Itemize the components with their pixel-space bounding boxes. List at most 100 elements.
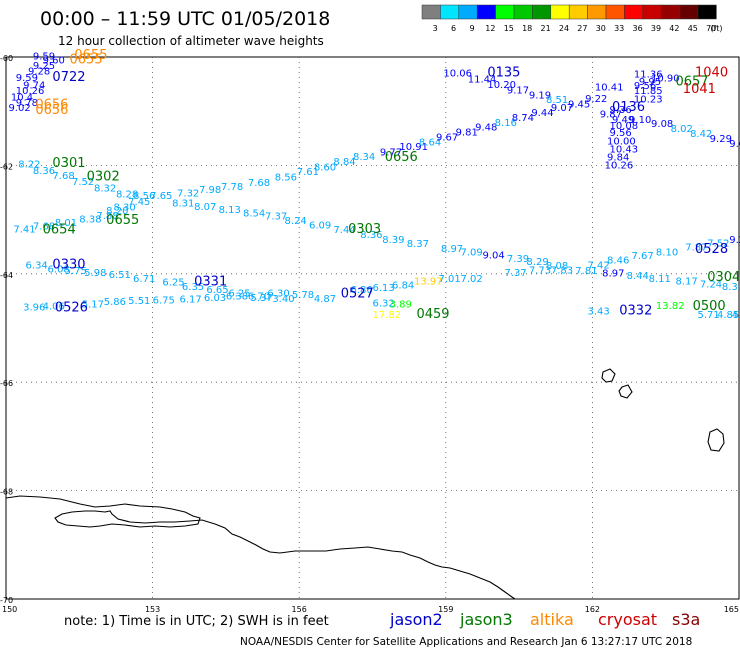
- wave-height-value: 6.30: [267, 289, 289, 300]
- lat-label: -66: [0, 379, 13, 388]
- wave-height-value: 8.44: [627, 271, 649, 282]
- legend-label: 33: [614, 24, 624, 33]
- wave-height-value: 10.26: [605, 161, 634, 172]
- pass-time-label: 0301: [52, 156, 85, 171]
- pass-time-label: 0528: [695, 242, 728, 257]
- wave-height-value: 6.84: [392, 280, 414, 291]
- wave-height-value: 9.22: [585, 94, 607, 105]
- wave-height-value: 4.06: [43, 302, 65, 313]
- pass-time-label: 0526: [55, 301, 88, 316]
- legend-label: 30: [596, 24, 606, 33]
- legend-swatch: [550, 4, 570, 20]
- wave-height-value: 8.30: [114, 202, 136, 213]
- wave-height-value: 7.37: [504, 268, 526, 279]
- wave-height-value: 9.28: [28, 66, 50, 77]
- wave-height-value: 10.26: [16, 86, 45, 97]
- wave-height-value: 10.41: [595, 83, 624, 94]
- legend-swatch: [458, 4, 478, 20]
- wave-height-value: 5.75: [65, 266, 87, 277]
- wave-height-value: 13.82: [656, 301, 685, 312]
- wave-height-value: 9.08: [651, 119, 673, 130]
- pass-time-label: 0655: [70, 53, 103, 68]
- wave-height-value: 4.85: [717, 310, 739, 321]
- wave-height-value: 7.61: [297, 167, 319, 178]
- wave-height-value: 5.17: [82, 299, 104, 310]
- lon-label: 159: [438, 605, 453, 614]
- wave-height-value: 8.28: [116, 189, 138, 200]
- legend-label: 12: [485, 24, 495, 33]
- wave-height-value: 7.02: [460, 274, 482, 285]
- antarctic-coastline: [5, 495, 516, 600]
- wave-height-value: 11.36: [634, 70, 663, 81]
- wave-height-value: 9.26: [729, 235, 740, 246]
- wave-height-value: 3.43: [588, 306, 610, 317]
- wave-height-value: 6.70: [248, 291, 270, 302]
- pass-time-label: 1040: [695, 66, 728, 81]
- credit-line: NOAA/NESDIS Center for Satellite Applica…: [240, 636, 692, 648]
- wave-height-value: 9.67: [436, 132, 458, 143]
- wave-height-value: 5.37: [250, 293, 272, 304]
- pass-time-label: 0500: [693, 299, 726, 314]
- wave-height-value: 7.32: [177, 188, 199, 199]
- wave-height-value: 7.24: [700, 279, 722, 290]
- wave-height-value: 8.46: [607, 256, 629, 267]
- lon-label: 156: [292, 605, 307, 614]
- wave-height-value: 10.43: [610, 144, 639, 155]
- wave-height-value: 9.45: [568, 99, 590, 110]
- lat-label: -64: [0, 271, 13, 280]
- wave-height-value: 6.86: [351, 285, 373, 296]
- legend-label: 36: [633, 24, 643, 33]
- pass-time-label: 0655: [106, 213, 139, 228]
- wave-height-value: 8.07: [194, 202, 216, 213]
- wave-height-value: 7.87: [685, 242, 707, 253]
- pass-time-label: 0657: [675, 75, 708, 90]
- wave-height-value: 7.88: [96, 211, 118, 222]
- wave-height-value: 6.38: [226, 291, 248, 302]
- wave-height-value: 8.54: [243, 208, 265, 219]
- wave-height-value: 6.34: [26, 260, 48, 271]
- wave-height-value: 6.71: [133, 274, 155, 285]
- legend-label: 9: [469, 24, 474, 33]
- wave-height-value: 8.34: [353, 152, 375, 163]
- legend-swatch: [568, 4, 588, 20]
- wave-height-value: 7.78: [221, 182, 243, 193]
- pass-time-label: 0330: [52, 257, 85, 272]
- map-subtitle: 12 hour collection of altimeter wave hei…: [58, 34, 324, 48]
- wave-height-value: 9.10: [629, 115, 651, 126]
- legend-swatch: [513, 4, 533, 20]
- lat-label: -60: [0, 54, 13, 63]
- lon-label: 165: [724, 605, 739, 614]
- wave-height-value: 8.32: [94, 183, 116, 194]
- wave-height-value: 8.22: [18, 160, 40, 171]
- wave-height-value: 3.89: [390, 299, 412, 310]
- wave-height-value: 9.84: [607, 153, 629, 164]
- wave-height-value: 7.44: [333, 225, 355, 236]
- wave-height-value: 7.68: [52, 171, 74, 182]
- wave-height-value: 7.67: [631, 251, 653, 262]
- pass-time-label: 0331: [194, 275, 227, 290]
- wave-height-value: 8.56: [133, 191, 155, 202]
- wave-height-value: 7.73: [529, 265, 551, 276]
- graticule: [6, 57, 739, 599]
- pass-time-label: 0722: [52, 70, 85, 85]
- wave-height-value: 5.86: [104, 297, 126, 308]
- satellite-name-s3a: s3a: [672, 610, 700, 629]
- wave-height-value: 6.32: [373, 298, 395, 309]
- wave-height-value: 11.44: [468, 74, 497, 85]
- pass-time-label: 0135: [487, 66, 520, 81]
- satellite-name-altika: altika: [530, 610, 574, 629]
- wave-height-value: 9.25: [33, 61, 55, 72]
- wave-height-value: 9.36: [610, 105, 632, 116]
- wave-height-value: 10.90: [651, 73, 680, 84]
- wave-height-value: 8.56: [275, 173, 297, 184]
- lat-label: -70: [0, 596, 13, 605]
- wave-height-value: 9.19: [529, 91, 551, 102]
- wave-height-value: 4.87: [314, 294, 336, 305]
- legend-swatch: [697, 4, 717, 20]
- pass-time-label: 0304: [707, 270, 740, 285]
- wave-height-value: 9.02: [8, 103, 30, 114]
- wave-height-value: 10.06: [443, 69, 472, 80]
- wave-height-value: 10.91: [399, 142, 428, 153]
- legend-swatch: [642, 4, 662, 20]
- wave-height-value: 9.81: [456, 128, 478, 139]
